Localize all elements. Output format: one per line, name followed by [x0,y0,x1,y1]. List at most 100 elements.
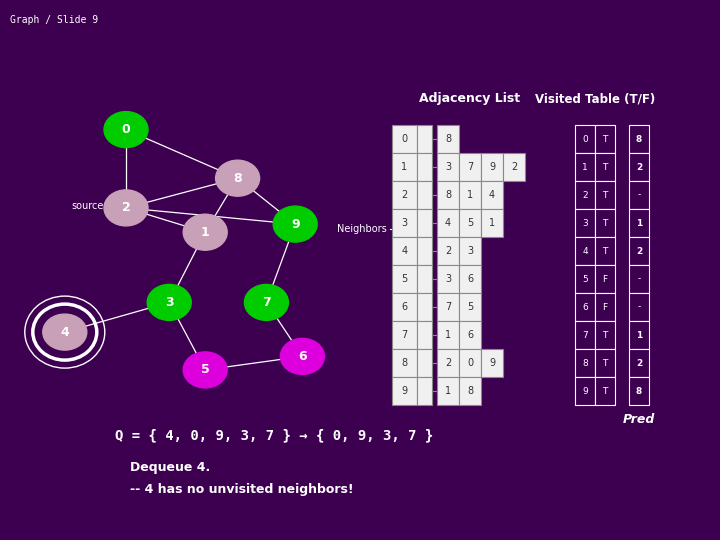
Bar [437,377,459,405]
Bar [595,349,615,377]
Text: 1: 1 [445,386,451,396]
Text: 8: 8 [636,387,642,395]
Bar [392,349,417,377]
Text: 2: 2 [445,358,451,368]
Text: Q = { 4, 0, 9, 3, 7 } → { 0, 9, 3, 7 }: Q = { 4, 0, 9, 3, 7 } → { 0, 9, 3, 7 } [115,428,433,442]
Bar [437,237,459,265]
Text: 1: 1 [467,190,473,200]
Text: 2: 2 [636,359,642,368]
Text: -: - [637,191,641,199]
Bar [629,153,649,181]
Bar [595,265,615,293]
Text: 4: 4 [60,326,69,339]
Bar [392,181,417,209]
Text: 4: 4 [489,190,495,200]
Text: 8: 8 [402,358,408,368]
Text: 6: 6 [467,330,473,340]
Bar [417,125,432,153]
Bar [437,153,459,181]
Bar [459,237,481,265]
Ellipse shape [183,352,228,388]
Bar [417,209,432,237]
Bar [595,377,615,405]
Bar [417,349,432,377]
Text: Dequeue 4.: Dequeue 4. [130,462,210,475]
Ellipse shape [104,112,148,147]
Bar [459,209,481,237]
Text: 0: 0 [582,134,588,144]
Bar [481,349,503,377]
Bar [417,265,432,293]
Bar [575,209,595,237]
Text: T: T [603,191,608,199]
Bar [417,181,432,209]
Bar [575,153,595,181]
Text: 8: 8 [467,386,473,396]
Text: 1: 1 [489,218,495,228]
Text: 2: 2 [636,246,642,255]
Bar [417,293,432,321]
Text: T: T [603,359,608,368]
Bar [575,377,595,405]
Bar [595,209,615,237]
Text: Adjacency List: Adjacency List [420,92,521,105]
Bar [392,237,417,265]
Text: 2: 2 [582,191,588,199]
Ellipse shape [42,314,87,350]
Bar [437,265,459,293]
Bar [459,181,481,209]
Text: 0: 0 [402,134,408,144]
Bar [392,265,417,293]
Text: T: T [603,163,608,172]
Text: 8: 8 [445,190,451,200]
Text: T: T [603,246,608,255]
Text: 9: 9 [489,358,495,368]
Text: Graph / Slide 9: Graph / Slide 9 [10,15,98,25]
Text: 4: 4 [445,218,451,228]
Text: -: - [637,302,641,312]
Text: 6: 6 [298,350,307,363]
Ellipse shape [147,285,192,320]
Text: 0: 0 [122,123,130,136]
Text: 3: 3 [467,246,473,256]
Ellipse shape [183,214,228,250]
Text: 1: 1 [402,162,408,172]
Text: 4: 4 [582,246,588,255]
Bar [575,181,595,209]
Text: Visited Table (T/F): Visited Table (T/F) [535,92,655,105]
Text: T: T [603,219,608,227]
Text: 5: 5 [401,274,408,284]
Bar [417,153,432,181]
Text: 2: 2 [401,190,408,200]
Text: Neighbors: Neighbors [337,224,387,234]
Text: 2: 2 [445,246,451,256]
Bar [437,209,459,237]
Bar [392,125,417,153]
Bar [629,349,649,377]
Bar [392,209,417,237]
Bar [629,321,649,349]
Text: 8: 8 [445,134,451,144]
Bar [481,209,503,237]
Text: 3: 3 [402,218,408,228]
Text: 9: 9 [489,162,495,172]
Text: 4: 4 [402,246,408,256]
Text: 5: 5 [582,274,588,284]
Bar [629,125,649,153]
Bar [437,181,459,209]
Text: 2: 2 [511,162,517,172]
Bar [459,349,481,377]
Text: 2: 2 [636,163,642,172]
Text: 8: 8 [636,134,642,144]
Bar [595,125,615,153]
Text: T: T [603,134,608,144]
Bar [595,293,615,321]
Bar [575,293,595,321]
Bar [459,377,481,405]
Text: 7: 7 [445,302,451,312]
Text: 3: 3 [445,162,451,172]
Text: 7: 7 [262,296,271,309]
Text: 3: 3 [445,274,451,284]
Bar [595,181,615,209]
Bar [459,293,481,321]
